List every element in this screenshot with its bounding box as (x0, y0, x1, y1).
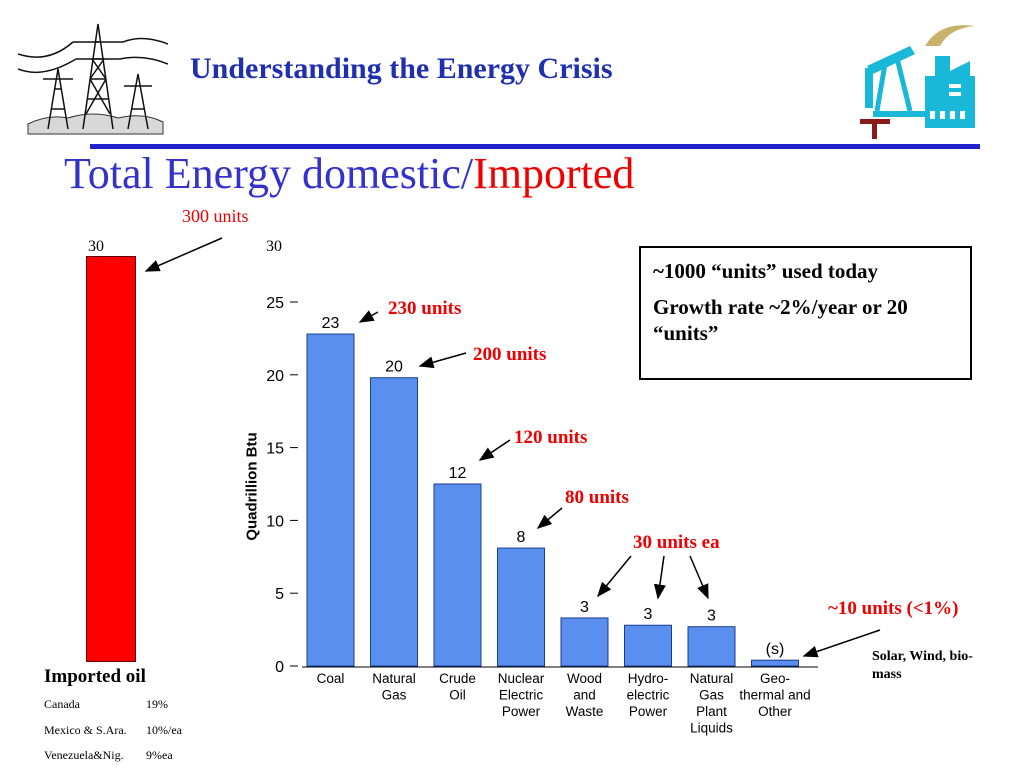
arrow-hydro (653, 555, 666, 600)
y-tick-label: 25 (266, 295, 284, 312)
annotation-other: ~10 units (<1%) (828, 598, 959, 619)
arrow-gas (418, 352, 467, 369)
bar-data-label: 3 (644, 606, 653, 623)
usage-today-text: ~1000 “units” used today (653, 259, 879, 283)
x-category-label: Power (502, 704, 541, 719)
oil-row-name: Canada (44, 697, 80, 711)
oil-row-mexico: Mexico & S.Ara. 10%/ea (44, 723, 182, 738)
x-category-label: Power (629, 704, 668, 719)
oil-row-venezuela: Venezuela&Nig. 9%ea (44, 748, 173, 763)
bar (751, 659, 799, 667)
x-category-label: Coal (317, 671, 345, 686)
x-category-label: and (573, 688, 596, 703)
arrow-imported (144, 237, 223, 272)
annotation-renewables: 30 units ea (633, 532, 720, 553)
bar (687, 626, 736, 667)
x-category-label: Natural (372, 671, 416, 686)
oil-row-value: 19% (146, 697, 168, 711)
bar-data-label: 3 (707, 608, 716, 625)
x-category-label: Wood (567, 671, 602, 686)
x-category-label: Liquids (690, 721, 733, 736)
imported-energy-bar (86, 256, 136, 662)
bar-data-label: 20 (385, 359, 403, 376)
usage-info-box: ~1000 “units” used today Growth rate ~2%… (639, 246, 972, 380)
arrow-coal (358, 310, 379, 323)
x-category-label: Crude (439, 671, 476, 686)
imported-oil-heading: Imported oil (44, 666, 146, 687)
bar-data-label: 3 (580, 599, 589, 616)
growth-rate-text: Growth rate ~2%/year or 20 “units” (653, 295, 908, 345)
slide-title-imported: Imported (473, 149, 635, 198)
x-category-label: Gas (382, 688, 407, 703)
bar-data-label: (s) (766, 641, 785, 658)
power-tower-icon (17, 14, 169, 140)
oil-row-canada: Canada 19% (44, 697, 168, 712)
arrow-wood (597, 555, 632, 598)
other-sources-note: Solar, Wind, bio-mass (872, 649, 973, 682)
slide-title-domestic: Total Energy domestic/ (64, 149, 474, 198)
imported-total-label: 300 units (182, 206, 249, 226)
bar-data-label: 8 (517, 529, 526, 546)
x-category-label: Plant (696, 704, 727, 719)
annotation-natural-gas: 200 units (473, 344, 547, 365)
arrow-ngpl (689, 555, 709, 600)
arrow-oil (478, 439, 511, 461)
y-tick-label: 10 (266, 513, 284, 530)
bar-data-label: 23 (322, 315, 340, 332)
annotation-coal: 230 units (388, 298, 462, 319)
bar (433, 483, 482, 667)
bar (560, 617, 609, 667)
bar (497, 547, 545, 667)
x-category-label: electric (627, 688, 670, 703)
imported-bar-value-left: 30 (88, 238, 104, 255)
arrow-other (802, 629, 881, 658)
x-category-label: Oil (449, 688, 466, 703)
x-category-label: Natural (690, 671, 734, 686)
header-title: Understanding the Energy Crisis (190, 52, 613, 85)
x-category-label: thermal and (739, 688, 810, 703)
slide-title: Total Energy domestic/Imported (64, 148, 634, 199)
y-tick-label: 0 (275, 659, 284, 676)
x-category-label: Nuclear (498, 671, 545, 686)
bar-data-label: 12 (449, 465, 467, 482)
y-tick-label: 15 (266, 441, 284, 458)
x-category-label: Electric (499, 688, 544, 703)
annotation-nuclear: 80 units (565, 487, 629, 508)
imported-bar-value-right: 30 (266, 238, 282, 255)
oil-row-value: 10%/ea (146, 723, 182, 737)
x-category-label: Gas (699, 688, 724, 703)
header-divider (90, 144, 980, 149)
bar (624, 624, 672, 667)
y-tick-label: 5 (275, 586, 284, 603)
x-category-label: Hydro- (628, 671, 669, 686)
x-category-label: Waste (566, 704, 604, 719)
y-tick-label: 20 (266, 368, 284, 385)
bar (370, 377, 418, 667)
x-category-label: Other (758, 704, 792, 719)
oil-row-value: 9%ea (146, 748, 173, 762)
x-category-label: Geo- (760, 671, 790, 686)
annotation-crude-oil: 120 units (514, 427, 588, 448)
oil-row-name: Mexico & S.Ara. (44, 723, 127, 737)
bar (306, 333, 355, 667)
oil-pump-factory-icon (855, 16, 985, 142)
oil-row-name: Venezuela&Nig. (44, 748, 124, 762)
arrow-nuclear (536, 507, 563, 529)
